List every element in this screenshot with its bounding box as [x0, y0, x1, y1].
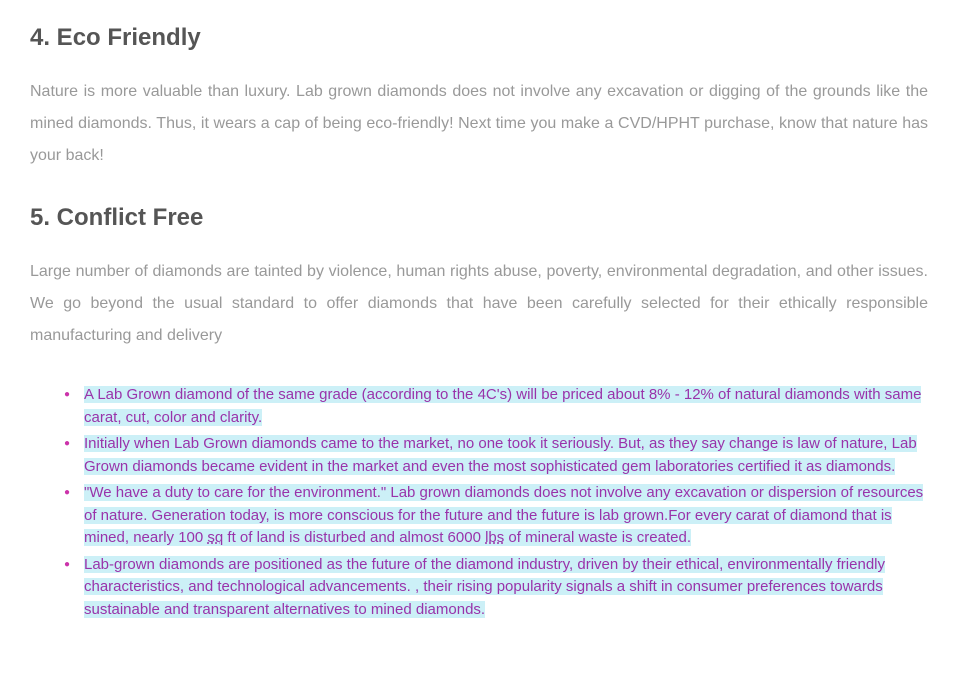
highlighted-text: Initially when Lab Grown diamonds came t…: [84, 435, 917, 475]
highlighted-text: lbs: [485, 529, 504, 546]
bullet-list: A Lab Grown diamond of the same grade (a…: [30, 384, 928, 621]
list-item: Initially when Lab Grown diamonds came t…: [84, 433, 928, 478]
highlighted-text: sq: [207, 529, 223, 546]
list-item: Lab-grown diamonds are positioned as the…: [84, 554, 928, 622]
paragraph-eco-friendly: Nature is more valuable than luxury. Lab…: [30, 76, 928, 172]
heading-eco-friendly: 4. Eco Friendly: [30, 24, 928, 52]
highlighted-text: ft of land is disturbed and almost 6000: [223, 529, 485, 546]
highlighted-text: A Lab Grown diamond of the same grade (a…: [84, 386, 921, 426]
list-item: "We have a duty to care for the environm…: [84, 482, 928, 550]
highlighted-text: Lab-grown diamonds are positioned as the…: [84, 556, 885, 618]
list-item: A Lab Grown diamond of the same grade (a…: [84, 384, 928, 429]
highlighted-text: of mineral waste is created.: [504, 529, 691, 546]
heading-conflict-free: 5. Conflict Free: [30, 204, 928, 232]
paragraph-conflict-free: Large number of diamonds are tainted by …: [30, 256, 928, 352]
